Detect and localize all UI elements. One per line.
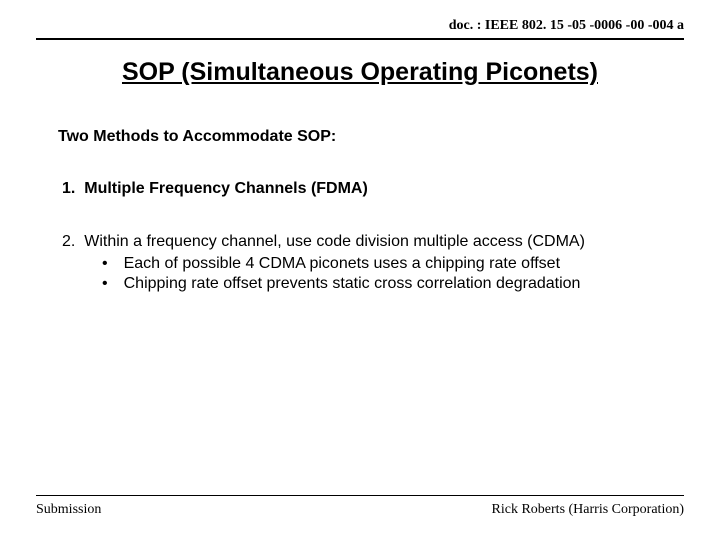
list-item-2: 2. Within a frequency channel, use code … — [58, 232, 680, 294]
list-item-2-text: Within a frequency channel, use code div… — [84, 233, 585, 250]
top-rule — [36, 38, 684, 40]
bottom-rule — [36, 495, 684, 496]
sublist-item-text: Each of possible 4 CDMA piconets uses a … — [124, 254, 560, 274]
slide: doc. : IEEE 802. 15 -05 -0006 -00 -004 a… — [0, 0, 720, 540]
slide-title: SOP (Simultaneous Operating Piconets) — [122, 58, 598, 86]
list-item-1-text: Multiple Frequency Channels (FDMA) — [84, 180, 368, 197]
sublist: • Each of possible 4 CDMA piconets uses … — [62, 254, 680, 294]
sublist-item-text: Chipping rate offset prevents static cro… — [124, 274, 581, 294]
list-item-1: 1. Multiple Frequency Channels (FDMA) — [58, 180, 680, 198]
slide-body: Two Methods to Accommodate SOP: 1. Multi… — [58, 128, 680, 294]
bullet-icon: • — [102, 274, 108, 294]
slide-title-wrap: SOP (Simultaneous Operating Piconets) — [0, 58, 720, 87]
bullet-icon: • — [102, 254, 108, 274]
doc-id: doc. : IEEE 802. 15 -05 -0006 -00 -004 a — [449, 18, 684, 34]
list-item-2-number: 2. — [62, 233, 75, 250]
list-item-1-number: 1. — [62, 180, 75, 197]
footer-right: Rick Roberts (Harris Corporation) — [492, 502, 684, 518]
footer-left: Submission — [36, 502, 101, 518]
intro-text: Two Methods to Accommodate SOP: — [58, 128, 680, 146]
sublist-item: • Chipping rate offset prevents static c… — [102, 274, 680, 294]
sublist-item: • Each of possible 4 CDMA piconets uses … — [102, 254, 680, 274]
